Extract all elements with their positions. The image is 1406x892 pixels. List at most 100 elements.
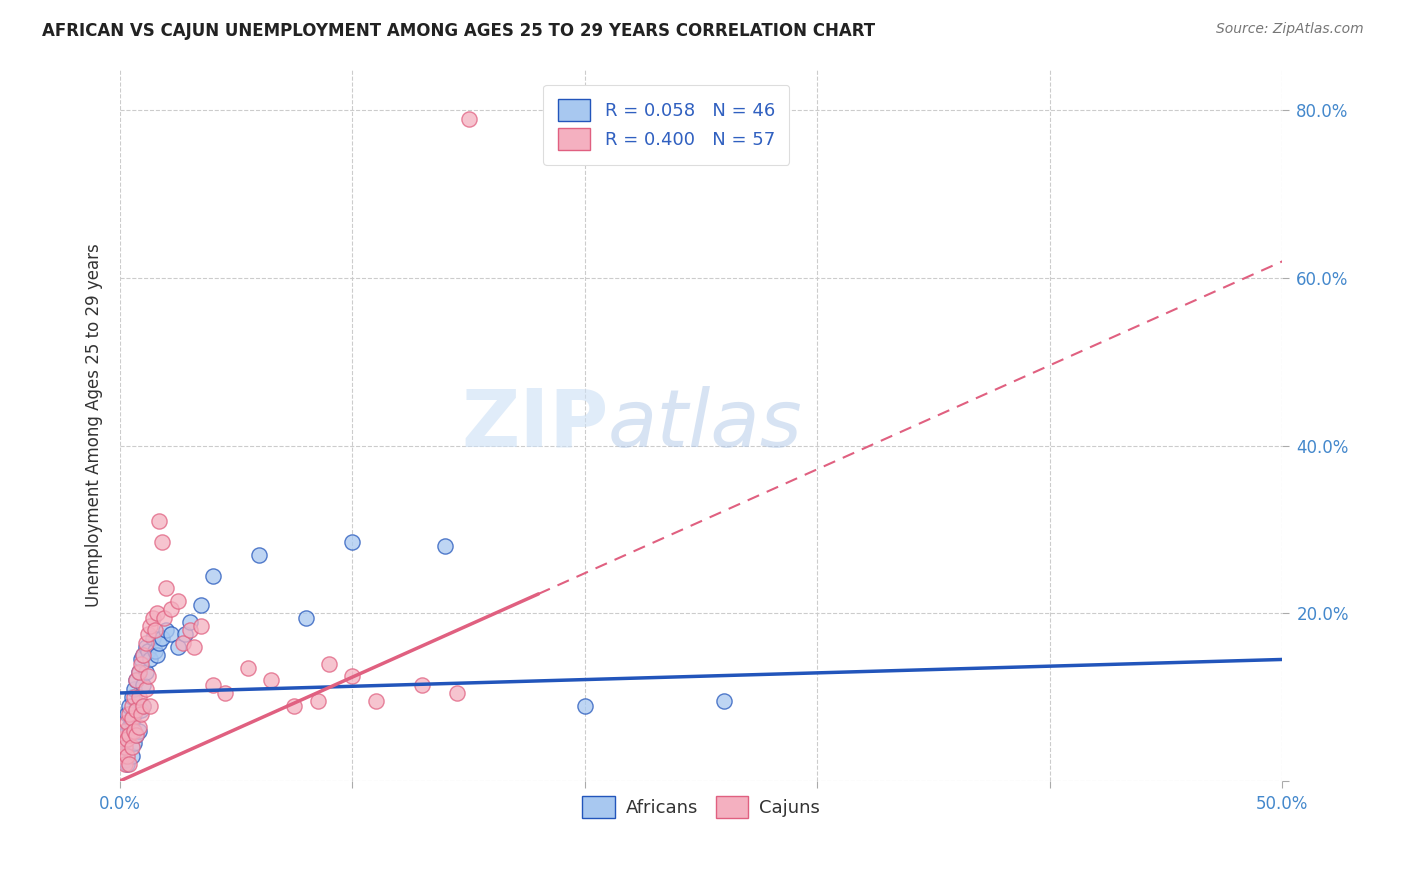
Point	[128, 665, 150, 679]
Point	[136, 644, 159, 658]
Point	[122, 681, 145, 696]
Point	[121, 740, 143, 755]
Text: ZIP: ZIP	[461, 385, 609, 464]
Point	[139, 652, 162, 666]
Point	[434, 539, 457, 553]
Point	[148, 636, 170, 650]
Point	[115, 757, 138, 772]
Point	[121, 715, 143, 730]
Point	[125, 673, 148, 688]
Point	[121, 748, 143, 763]
Point	[111, 748, 134, 763]
Point	[143, 644, 166, 658]
Point	[132, 677, 155, 691]
Point	[132, 648, 155, 663]
Point	[153, 610, 176, 624]
Point	[132, 648, 155, 663]
Point	[201, 568, 224, 582]
Point	[141, 632, 163, 646]
Point	[118, 706, 141, 721]
Point	[114, 740, 136, 755]
Point	[128, 719, 150, 733]
Point	[118, 757, 141, 772]
Point	[128, 690, 150, 705]
Point	[155, 581, 177, 595]
Point	[114, 728, 136, 742]
Point	[121, 690, 143, 705]
Point	[122, 690, 145, 705]
Point	[125, 703, 148, 717]
Point	[174, 627, 197, 641]
Point	[136, 627, 159, 641]
Point	[128, 665, 150, 679]
Point	[121, 698, 143, 713]
Point	[135, 665, 157, 679]
Point	[713, 694, 735, 708]
Point	[111, 740, 134, 755]
Point	[190, 598, 212, 612]
Point	[167, 594, 190, 608]
Point	[132, 698, 155, 713]
Point	[446, 686, 468, 700]
Point	[122, 706, 145, 721]
Point	[122, 736, 145, 750]
Point	[260, 673, 283, 688]
Point	[139, 698, 162, 713]
Point	[172, 636, 194, 650]
Point	[139, 619, 162, 633]
Point	[121, 711, 143, 725]
Point	[115, 715, 138, 730]
Point	[115, 723, 138, 738]
Point	[125, 673, 148, 688]
Point	[118, 728, 141, 742]
Point	[364, 694, 387, 708]
Point	[129, 706, 152, 721]
Point	[457, 112, 479, 126]
Point	[574, 698, 596, 713]
Point	[236, 661, 259, 675]
Text: atlas: atlas	[609, 385, 803, 464]
Text: AFRICAN VS CAJUN UNEMPLOYMENT AMONG AGES 25 TO 29 YEARS CORRELATION CHART: AFRICAN VS CAJUN UNEMPLOYMENT AMONG AGES…	[42, 22, 876, 40]
Point	[179, 615, 201, 629]
Point	[150, 535, 173, 549]
Point	[342, 669, 364, 683]
Point	[190, 619, 212, 633]
Point	[136, 669, 159, 683]
Point	[115, 706, 138, 721]
Point	[114, 723, 136, 738]
Point	[125, 728, 148, 742]
Point	[318, 657, 340, 671]
Point	[283, 698, 305, 713]
Point	[146, 648, 169, 663]
Point	[122, 723, 145, 738]
Point	[342, 535, 364, 549]
Point	[135, 640, 157, 654]
Point	[125, 728, 148, 742]
Point	[132, 698, 155, 713]
Point	[125, 703, 148, 717]
Point	[115, 748, 138, 763]
Point	[167, 640, 190, 654]
Point	[249, 548, 271, 562]
Point	[179, 623, 201, 637]
Point	[135, 681, 157, 696]
Point	[135, 636, 157, 650]
Point	[114, 753, 136, 767]
Point	[150, 632, 173, 646]
Point	[183, 640, 205, 654]
Point	[146, 607, 169, 621]
Point	[111, 732, 134, 747]
Point	[129, 657, 152, 671]
Point	[155, 623, 177, 637]
Point	[143, 623, 166, 637]
Point	[128, 723, 150, 738]
Point	[129, 652, 152, 666]
Point	[141, 610, 163, 624]
Point	[129, 703, 152, 717]
Point	[160, 627, 183, 641]
Point	[307, 694, 329, 708]
Point	[148, 514, 170, 528]
Point	[295, 610, 318, 624]
Point	[118, 719, 141, 733]
Point	[115, 732, 138, 747]
